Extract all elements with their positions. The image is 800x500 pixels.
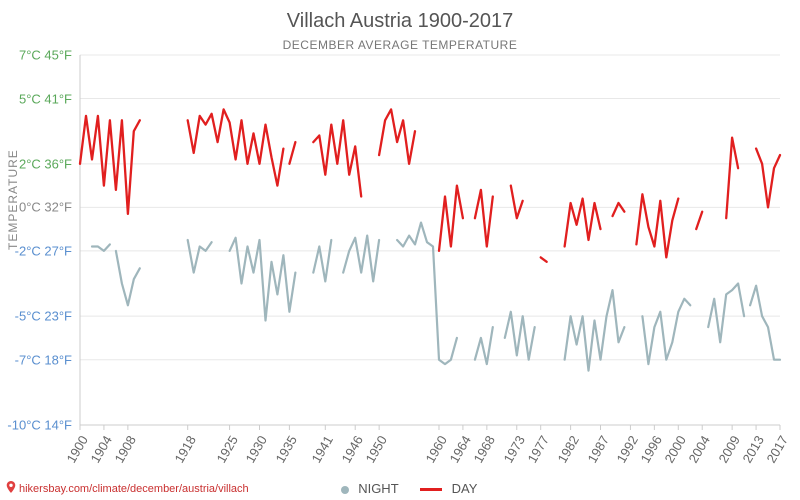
x-tick-label: 1960 (423, 433, 450, 466)
x-tick-label: 1982 (554, 433, 581, 466)
series-night (505, 312, 535, 360)
x-tick-label: 1996 (638, 433, 665, 466)
series-day (475, 190, 493, 247)
x-tick-label: 2013 (740, 433, 767, 466)
y-tick-label: -2°C 27°F (2, 243, 72, 258)
series-day (541, 257, 547, 261)
series-day (636, 194, 678, 257)
series-day (80, 116, 140, 214)
climate-chart: Villach Austria 1900-2017 DECEMBER AVERA… (0, 0, 800, 500)
series-night (397, 223, 457, 365)
series-day (313, 120, 361, 196)
series-day (379, 109, 415, 163)
legend-label-night: NIGHT (358, 481, 398, 496)
x-tick-label: 1925 (213, 433, 240, 466)
map-pin-icon (6, 481, 16, 496)
series-night (313, 240, 331, 281)
series-night (92, 244, 110, 251)
chart-title: Villach Austria 1900-2017 (0, 10, 800, 33)
y-tick-label: 5°C 41°F (2, 91, 72, 106)
x-tick-label: 1918 (171, 433, 198, 466)
series-day (511, 186, 523, 219)
x-tick-label: 1968 (470, 433, 497, 466)
series-day (726, 138, 738, 219)
plot-svg (80, 55, 780, 425)
series-day (756, 149, 780, 208)
series-night (116, 251, 140, 305)
x-tick-label: 1992 (614, 433, 641, 466)
series-day (188, 109, 284, 185)
x-tick-label: 1977 (524, 433, 551, 466)
series-night (475, 327, 493, 364)
source-url: hikersbay.com/climate/december/austria/v… (19, 483, 249, 495)
series-night (343, 236, 379, 282)
series-night (565, 290, 625, 371)
y-tick-label: 2°C 36°F (2, 156, 72, 171)
x-tick-label: 1900 (64, 433, 91, 466)
x-tick-label: 1950 (363, 433, 390, 466)
y-tick-label: 7°C 45°F (2, 48, 72, 63)
plot-area (80, 55, 780, 425)
y-tick-label: -5°C 23°F (2, 309, 72, 324)
x-tick-label: 1987 (584, 433, 611, 466)
series-night (188, 240, 212, 273)
series-night (750, 286, 780, 360)
chart-subtitle: DECEMBER AVERAGE TEMPERATURE (0, 38, 800, 52)
x-tick-label: 1941 (309, 433, 336, 466)
series-night (708, 284, 744, 343)
y-tick-label: -7°C 18°F (2, 352, 72, 367)
y-tick-label: -10°C 14°F (2, 418, 72, 433)
series-day (696, 212, 702, 229)
x-tick-label: 1935 (273, 433, 300, 466)
y-tick-label: 0°C 32°F (2, 200, 72, 215)
x-tick-label: 2000 (662, 433, 689, 466)
series-night (642, 299, 690, 364)
legend-swatch-night (341, 486, 349, 494)
x-tick-label: 2017 (764, 433, 791, 466)
x-tick-label: 1930 (243, 433, 270, 466)
series-day (565, 199, 601, 247)
series-day (289, 142, 295, 164)
source-footer: hikersbay.com/climate/december/austria/v… (6, 481, 249, 496)
x-tick-label: 1964 (446, 433, 473, 466)
legend-swatch-day (420, 488, 442, 491)
x-tick-label: 1946 (339, 433, 366, 466)
legend-label-day: DAY (452, 481, 478, 496)
x-tick-label: 2004 (686, 433, 713, 466)
x-tick-label: 1904 (87, 433, 114, 466)
x-tick-label: 1973 (500, 433, 527, 466)
series-day (439, 186, 463, 251)
x-tick-label: 1908 (111, 433, 138, 466)
series-night (230, 238, 296, 321)
series-day (613, 203, 625, 216)
x-tick-label: 2009 (716, 433, 743, 466)
